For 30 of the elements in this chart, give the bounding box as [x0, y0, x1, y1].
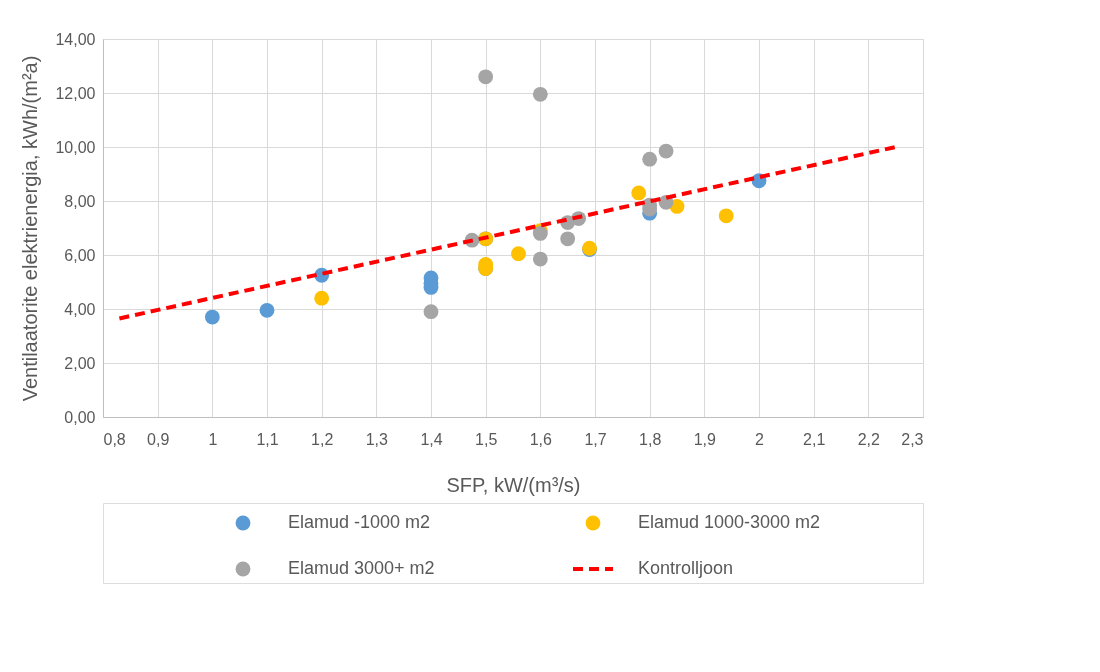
x-tick-label: 1,5: [475, 430, 498, 448]
x-tick-label: 1,8: [639, 430, 662, 448]
x-tick-label: 0,8: [103, 430, 126, 448]
legend-label: Elamud 1000-3000 m2: [638, 512, 821, 532]
x-tick-label: 1,1: [256, 430, 279, 448]
y-tick-label: 8,00: [64, 192, 96, 210]
y-tick-label: 6,00: [64, 246, 96, 264]
x-tick-label: 1,9: [693, 430, 717, 448]
x-tick-label: 1,2: [311, 430, 334, 448]
x-tick-label: 1,6: [529, 430, 553, 448]
x-tick-label: 2,3: [901, 430, 924, 448]
x-tick-label: 0,9: [147, 430, 170, 448]
x-tick-label: 2,1: [803, 430, 826, 448]
y-tick-label: 0,00: [64, 408, 96, 426]
legend-label: Elamud 3000+ m2: [288, 558, 435, 578]
x-axis-title: SFP, kW/(m³/s): [446, 473, 581, 496]
y-tick-label: 12,00: [55, 84, 96, 102]
x-tick-label: 2: [755, 430, 765, 448]
y-axis-title: Ventilaatorite elektrienergia, kWh/(m²a): [19, 55, 42, 402]
x-tick-label: 1,4: [420, 430, 443, 448]
x-tick-label: 1: [208, 430, 218, 448]
y-tick-label: 14,00: [55, 30, 96, 48]
y-tick-label: 10,00: [55, 138, 96, 156]
y-tick-label: 4,00: [64, 300, 96, 318]
legend-label: Elamud -1000 m2: [288, 512, 431, 532]
y-tick-label: 2,00: [64, 354, 96, 372]
x-tick-label: 2,2: [857, 430, 881, 448]
x-tick-label: 1,7: [584, 430, 607, 448]
legend-label: Kontrolljoon: [638, 558, 734, 578]
x-tick-label: 1,3: [365, 430, 389, 448]
